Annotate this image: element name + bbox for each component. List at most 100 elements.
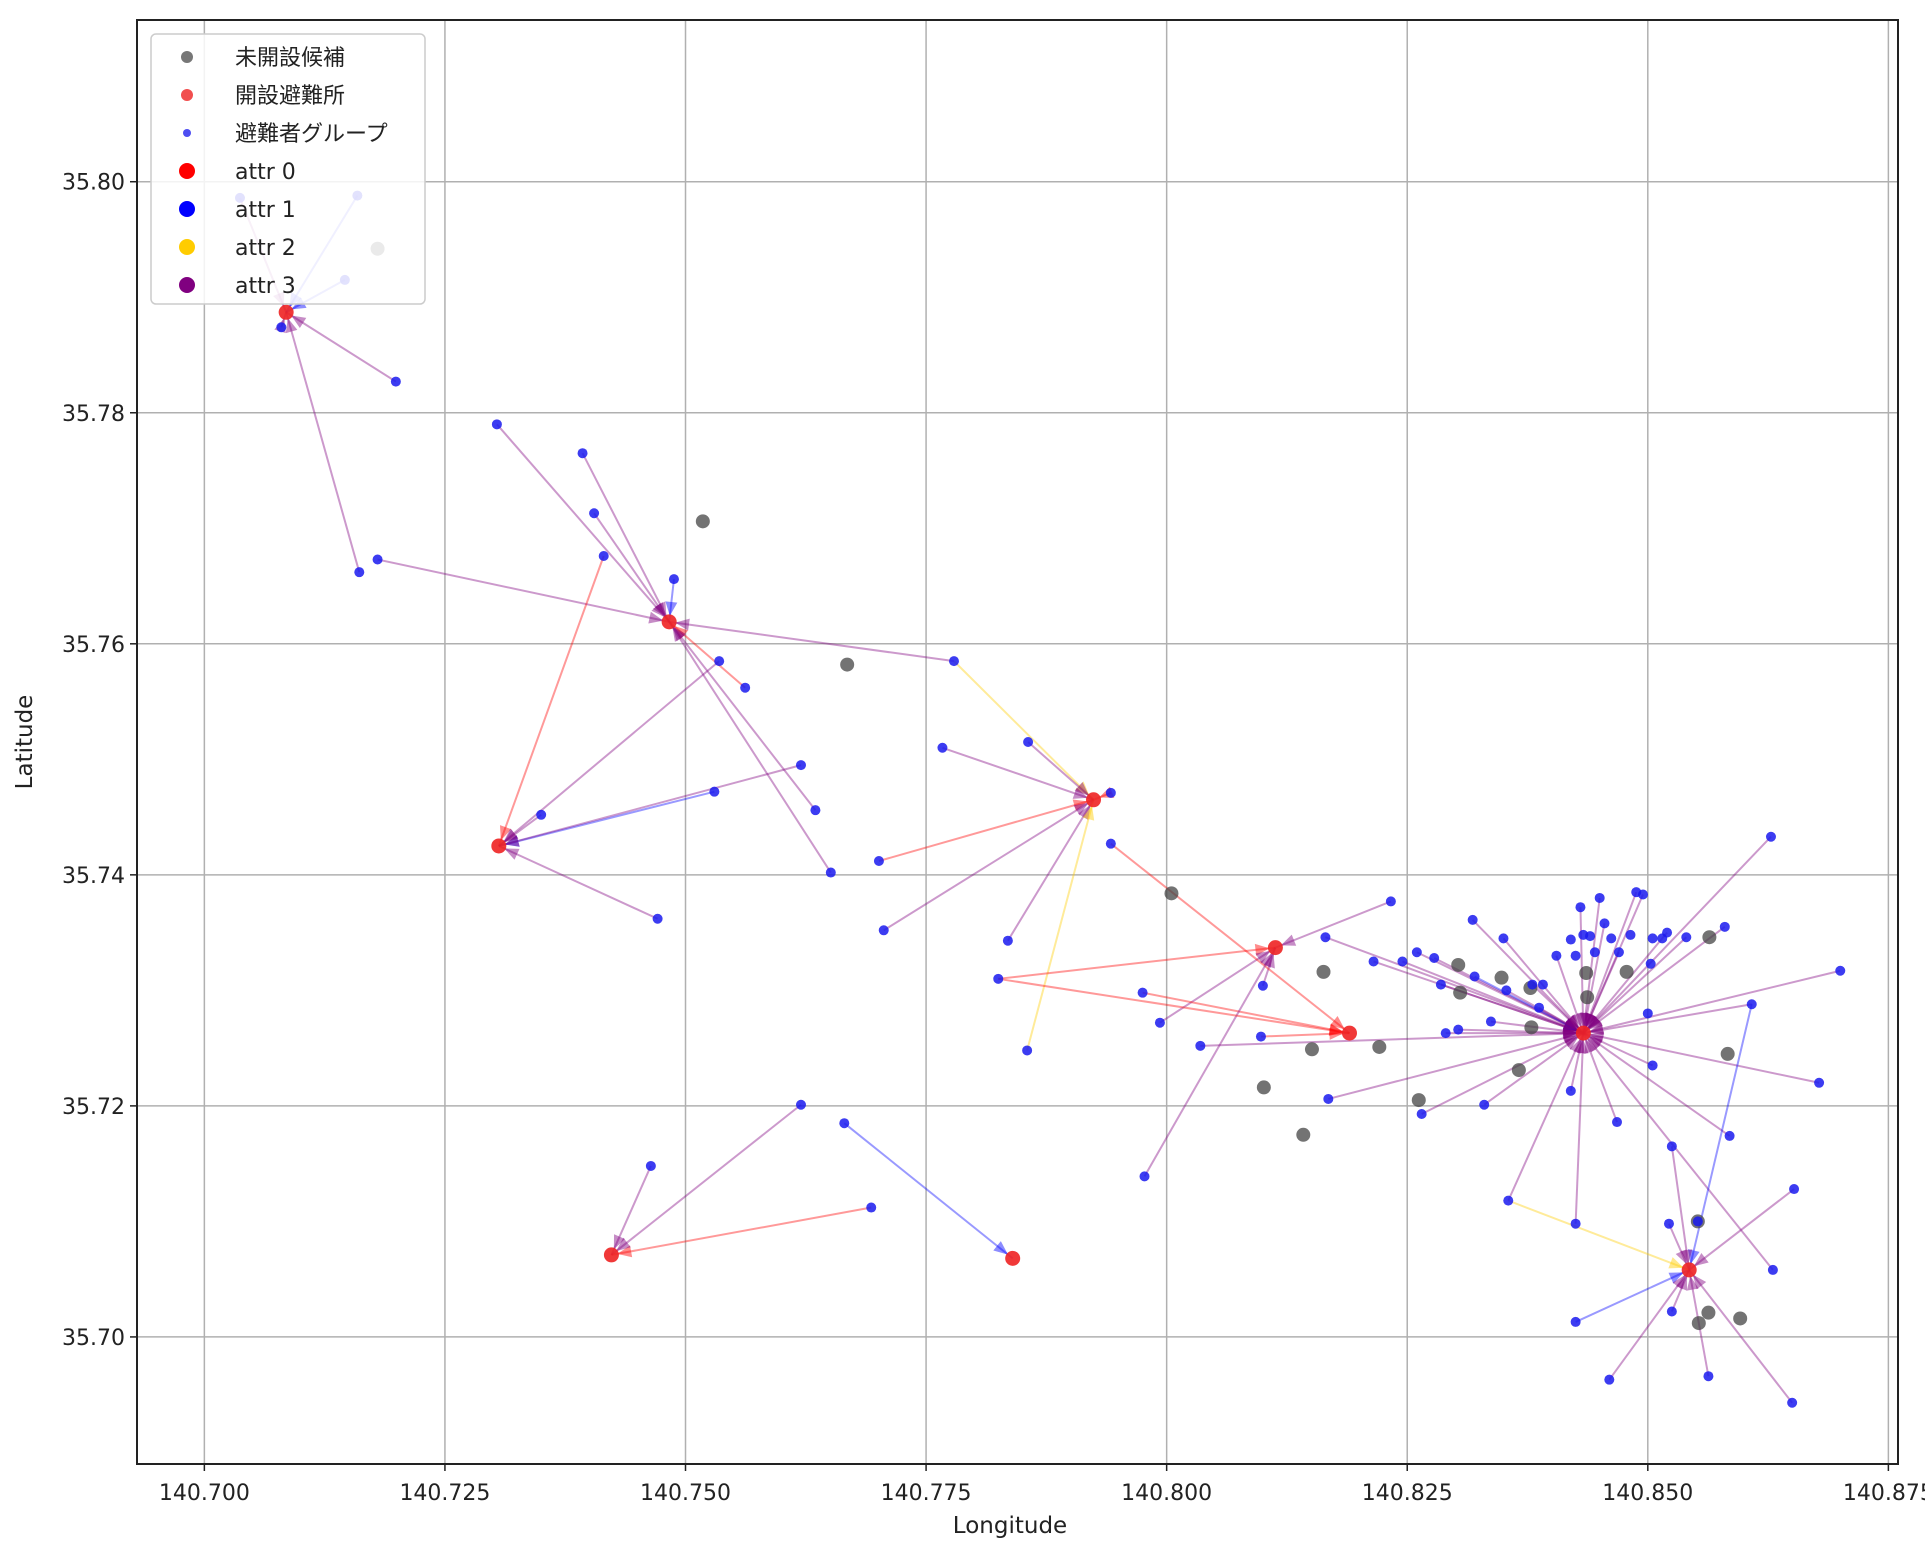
y-tick-label: 35.76 — [62, 633, 125, 658]
group-point — [1002, 935, 1013, 946]
group-point — [1599, 918, 1610, 929]
group-point — [948, 656, 959, 667]
candidate-point — [840, 657, 855, 672]
assignment-arrowhead — [1589, 1031, 1605, 1044]
group-point — [536, 809, 547, 820]
assignment-arrowhead — [1587, 1037, 1601, 1053]
assignment-arrowhead — [1588, 1035, 1604, 1048]
assignment-link — [1421, 1032, 1584, 1115]
assignment-link — [1569, 1032, 1585, 1092]
group-point — [1666, 1306, 1677, 1317]
assignment-link — [498, 790, 715, 847]
assignment-arrowhead — [285, 318, 298, 334]
group-point — [1662, 927, 1673, 938]
group-point — [1724, 1130, 1735, 1141]
group-point — [1397, 956, 1408, 967]
group-point — [1467, 914, 1478, 925]
group-point — [1195, 1040, 1206, 1051]
candidate-point — [1494, 970, 1509, 985]
assignment-arrowhead — [499, 825, 512, 841]
assignment-link — [498, 764, 802, 847]
group-point — [1435, 979, 1446, 990]
assignment-arrowhead — [672, 626, 687, 642]
assignment-link — [1583, 1032, 1820, 1084]
assignment-link — [377, 558, 670, 623]
group-point — [577, 448, 588, 459]
group-point — [1767, 1264, 1778, 1275]
assignment-link — [1483, 1032, 1584, 1106]
group-point — [1440, 1028, 1451, 1039]
assignment-link — [1142, 991, 1350, 1035]
assignment-arrowhead — [1587, 1013, 1601, 1029]
assignment-link — [1538, 1006, 1584, 1034]
assignment-link — [878, 798, 1094, 862]
group-point — [1570, 950, 1581, 961]
candidate-point — [1453, 985, 1468, 1000]
x-tick-label: 140.825 — [1362, 1481, 1453, 1506]
assignment-arrowhead — [1589, 1023, 1605, 1036]
assignment-arrowhead — [1082, 805, 1095, 821]
assignment-arrowhead — [651, 602, 666, 618]
assignment-arrowhead — [1584, 1038, 1597, 1054]
group-point — [1570, 1316, 1581, 1327]
assignment-arrowhead — [1255, 950, 1271, 964]
group-point — [1139, 1171, 1150, 1182]
candidate-point — [1164, 886, 1179, 901]
group-point — [1666, 1141, 1677, 1152]
group-point — [1485, 1016, 1496, 1027]
group-point — [1453, 1024, 1464, 1035]
assignment-link — [1143, 947, 1277, 1177]
candidate-point — [1580, 990, 1595, 1005]
assignment-arrowhead — [1680, 1249, 1693, 1264]
assignment-link — [1582, 926, 1726, 1034]
shelter-point — [1086, 792, 1102, 808]
assignment-arrowhead — [1072, 799, 1088, 812]
assignment-link — [1260, 1032, 1350, 1038]
shelter-point — [1575, 1025, 1591, 1041]
assignment-arrowhead — [291, 315, 307, 329]
x-tick-label: 140.850 — [1602, 1481, 1693, 1506]
assignment-arrowhead — [1328, 1023, 1344, 1036]
candidate-point — [1296, 1127, 1311, 1142]
assignment-link — [1670, 1146, 1691, 1271]
legend-marker — [183, 129, 191, 137]
assignment-link — [668, 621, 746, 689]
legend-marker — [179, 239, 195, 255]
group-point — [1320, 932, 1331, 943]
assignment-link — [1402, 960, 1584, 1035]
group-point — [1022, 1045, 1033, 1056]
assignment-link — [285, 311, 361, 573]
group-point — [589, 508, 600, 519]
legend-marker — [179, 163, 195, 179]
assignment-arrowhead — [1562, 1018, 1579, 1031]
shelter-point — [278, 304, 294, 320]
assignment-link — [998, 946, 1276, 980]
assignment-link — [1159, 946, 1276, 1024]
legend-marker — [181, 89, 193, 101]
assignment-arrowhead — [1576, 1012, 1589, 1028]
y-tick-label: 35.80 — [62, 171, 125, 196]
assignment-link — [998, 977, 1350, 1035]
x-tick-label: 140.775 — [881, 1481, 972, 1506]
assignment-arrowhead — [504, 835, 520, 847]
assignment-arrowhead — [1562, 1020, 1578, 1033]
assignment-arrowhead — [1074, 782, 1090, 796]
assignment-link — [581, 452, 671, 623]
assignment-arrowhead — [1563, 1027, 1578, 1040]
evacuee-groups — [234, 190, 1846, 1408]
y-tick-label: 35.72 — [62, 1095, 125, 1120]
assignment-arrowhead — [1075, 781, 1090, 796]
group-point — [1746, 999, 1757, 1010]
assignment-arrowhead — [1562, 1032, 1578, 1044]
assignment-link — [1110, 842, 1351, 1034]
x-tick-label: 140.700 — [159, 1481, 250, 1506]
group-point — [873, 855, 884, 866]
assignment-arrowhead — [503, 829, 519, 843]
assignment-link — [1582, 891, 1638, 1034]
assignment-arrowhead — [1588, 1016, 1603, 1030]
assignment-arrowhead — [504, 835, 520, 847]
group-point — [1105, 838, 1116, 849]
assignment-arrowhead — [1254, 943, 1270, 956]
assignment-link — [1688, 1269, 1793, 1404]
